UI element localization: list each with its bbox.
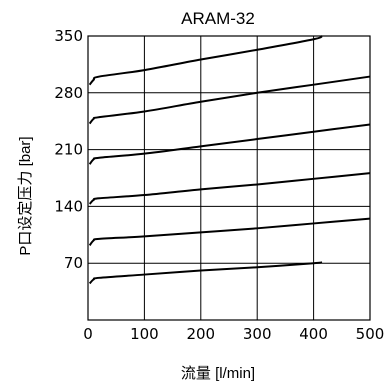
y-tick-label: 140 <box>54 197 83 215</box>
chart-title: ARAM-32 <box>181 9 255 28</box>
pressure-curve-4 <box>88 123 371 165</box>
pressure-curves <box>88 35 371 285</box>
x-tick-label: 400 <box>299 325 328 343</box>
pressure-curve-6 <box>88 35 323 86</box>
pressure-curve-5 <box>88 75 371 125</box>
plot-frame <box>87 35 371 321</box>
x-tick-label: 200 <box>186 325 215 343</box>
x-tick-label: 100 <box>130 325 159 343</box>
y-tick-label: 210 <box>54 141 83 159</box>
pressure-curve-3 <box>88 172 371 205</box>
pressure-curve-2 <box>88 217 371 246</box>
y-tick-label: 350 <box>54 27 83 45</box>
x-tick-label: 0 <box>83 325 93 343</box>
y-tick-label: 70 <box>64 254 83 272</box>
x-tick-label: 500 <box>356 325 385 343</box>
tick-labels: 0 100 200 300 400 500 70 140 210 280 350 <box>54 27 384 343</box>
x-tick-label: 300 <box>243 325 272 343</box>
y-axis-label: P口设定压力 [bar] <box>17 136 34 255</box>
y-tick-label: 280 <box>54 84 83 102</box>
pressure-curve-1 <box>88 261 323 285</box>
x-axis-label: 流量 [l/min] <box>181 365 255 382</box>
grid <box>88 36 370 320</box>
